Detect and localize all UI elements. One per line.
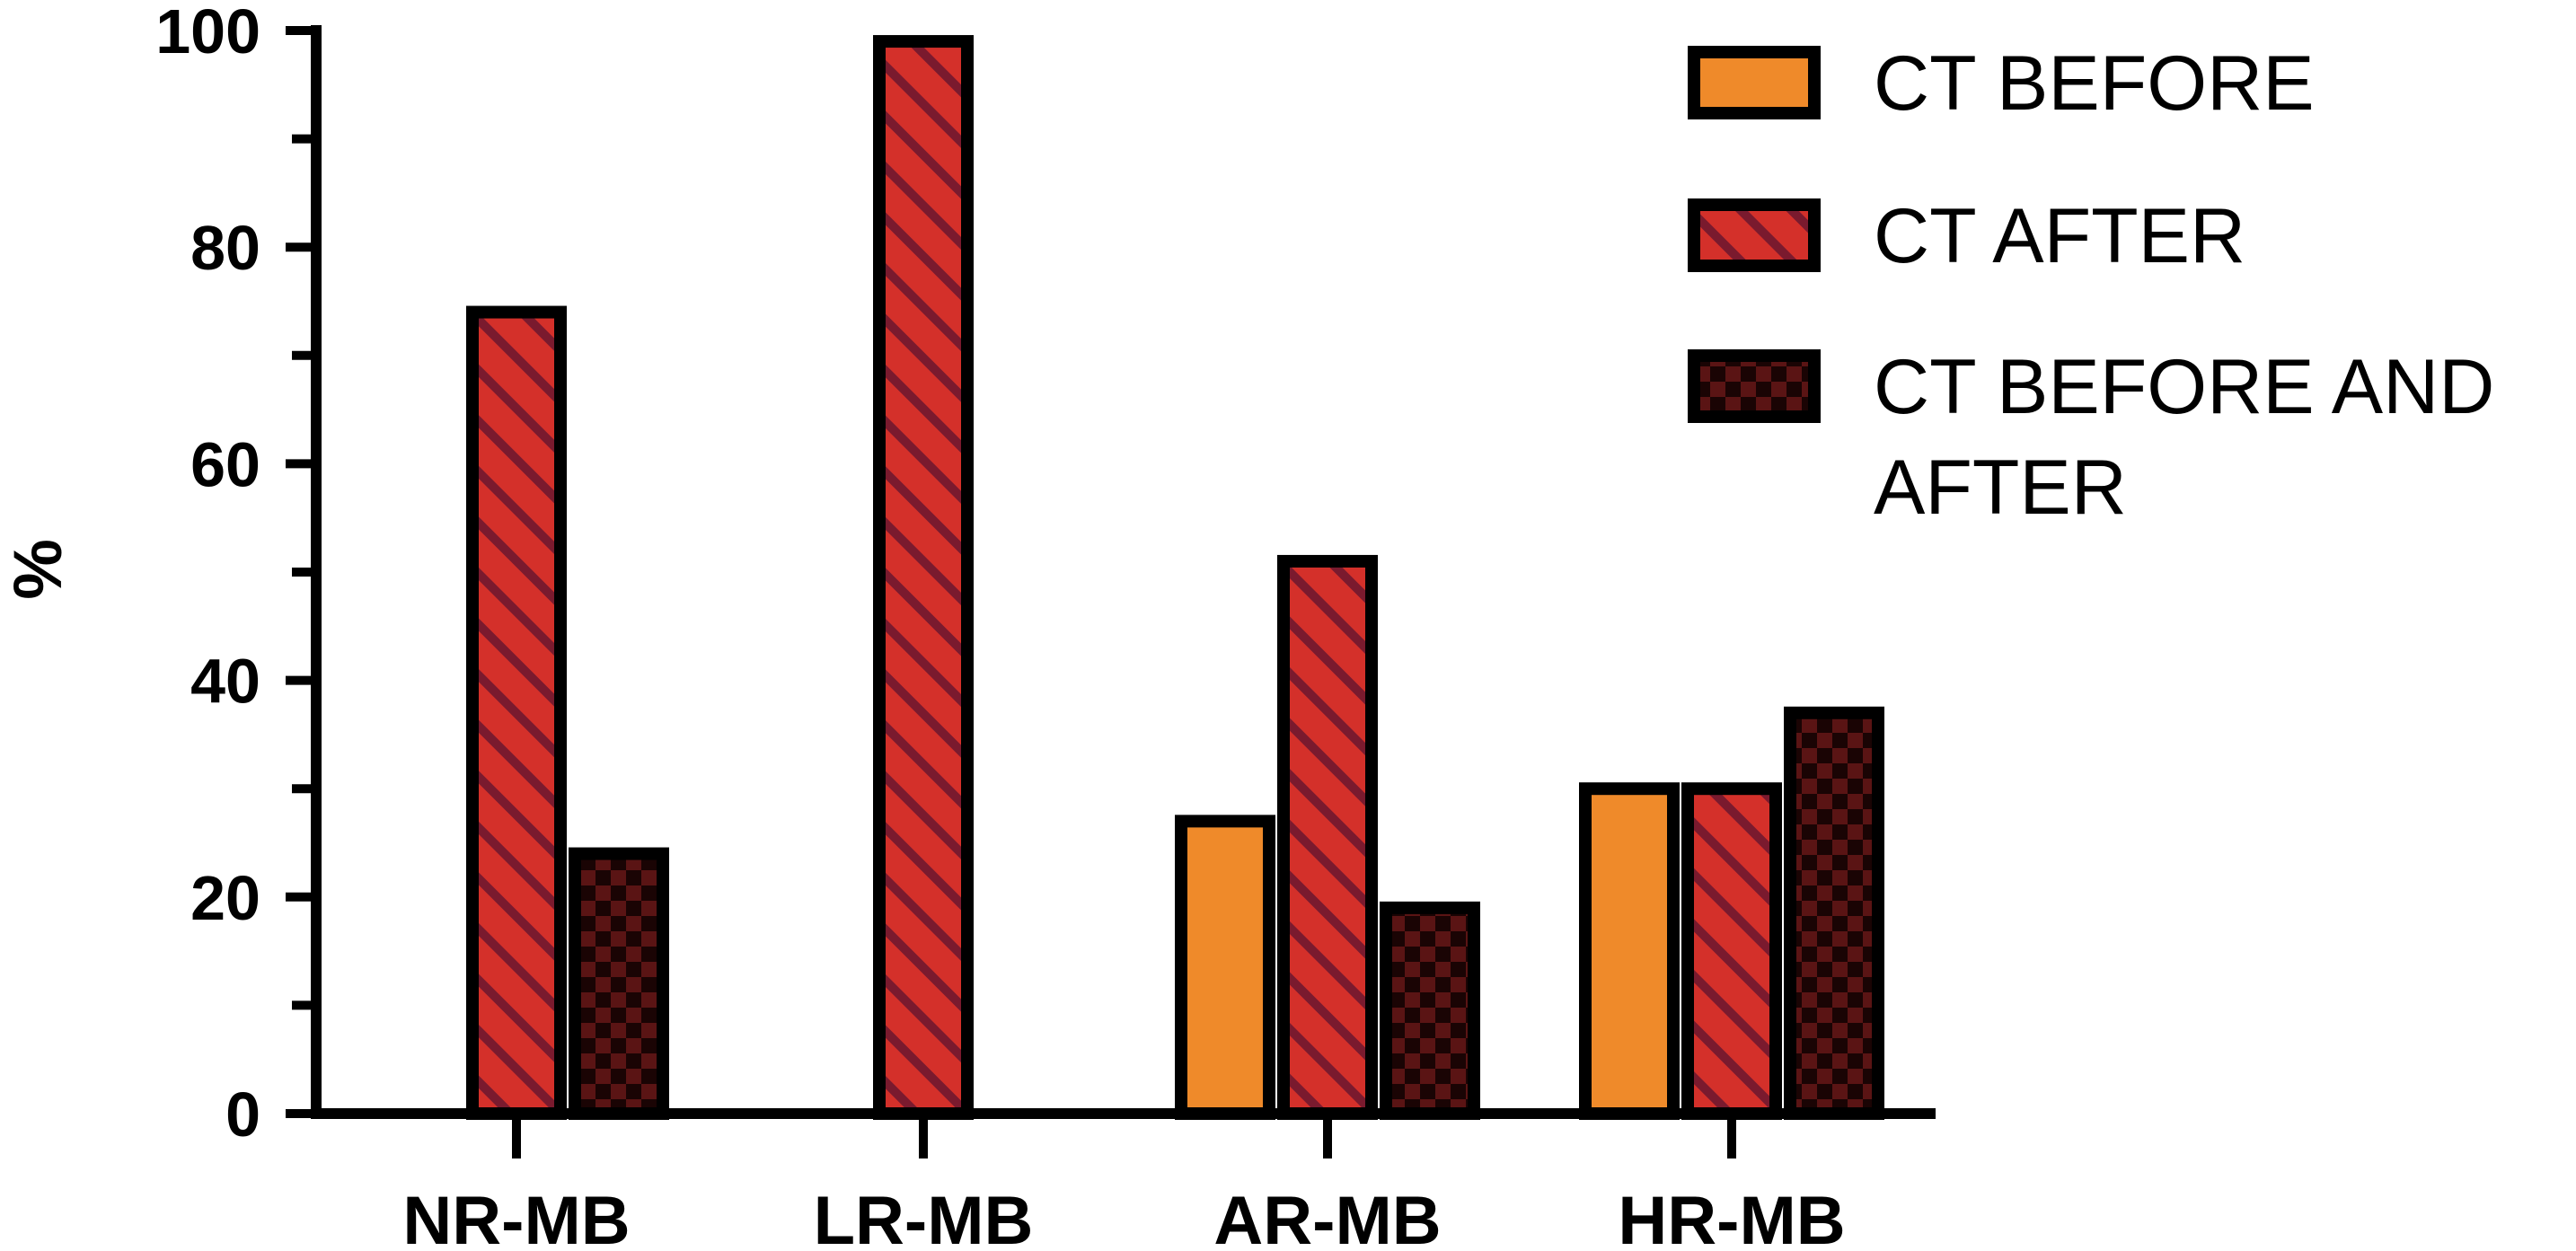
bar-nr-mb-ct-after — [466, 305, 567, 1120]
bar-nr-mb-ct-before-and-after — [569, 847, 669, 1120]
x-tick-label: HR-MB — [1618, 1183, 1845, 1251]
x-tick-label: NR-MB — [402, 1183, 630, 1251]
y-tick-label: 100 — [155, 0, 260, 66]
y-tick-label: 80 — [190, 213, 260, 283]
legend-label: CT AFTER — [1874, 193, 2245, 279]
legend: CT BEFORE CT AFTER CT BEFORE AND AFTER — [1688, 40, 2494, 531]
bar-ar-mb-ct-after — [1277, 554, 1378, 1120]
y-axis-title: % — [0, 539, 76, 600]
x-axis-ticks: NR-MB LR-MB AR-MB HR-MB — [402, 1119, 1846, 1251]
bar-hr-mb-ct-after — [1681, 782, 1782, 1120]
bar-hr-mb-ct-before — [1579, 782, 1680, 1120]
y-tick-label: 60 — [190, 429, 260, 499]
bar-hr-mb-ct-before-and-after — [1784, 706, 1884, 1121]
bar-ar-mb-ct-before — [1175, 815, 1275, 1120]
legend-label: CT BEFORE AND AFTER — [1874, 344, 2494, 531]
y-tick-label: 20 — [190, 863, 260, 933]
x-tick-label: AR-MB — [1213, 1183, 1441, 1251]
y-tick-label: 0 — [225, 1079, 260, 1150]
legend-label: CT BEFORE — [1874, 40, 2315, 127]
bars-layer — [466, 35, 1884, 1121]
x-tick-label: LR-MB — [814, 1183, 1034, 1251]
legend-swatch-ct-before-and-after — [1688, 349, 1821, 423]
bar-lr-mb-ct-after — [873, 35, 974, 1120]
bar-ar-mb-ct-before-and-after — [1380, 901, 1480, 1120]
y-tick-label: 40 — [190, 647, 260, 717]
y-axis-ticks: 0 20 40 60 80 100 — [155, 0, 316, 1150]
legend-swatch-ct-after — [1688, 198, 1821, 272]
legend-swatch-ct-before — [1688, 46, 1821, 119]
